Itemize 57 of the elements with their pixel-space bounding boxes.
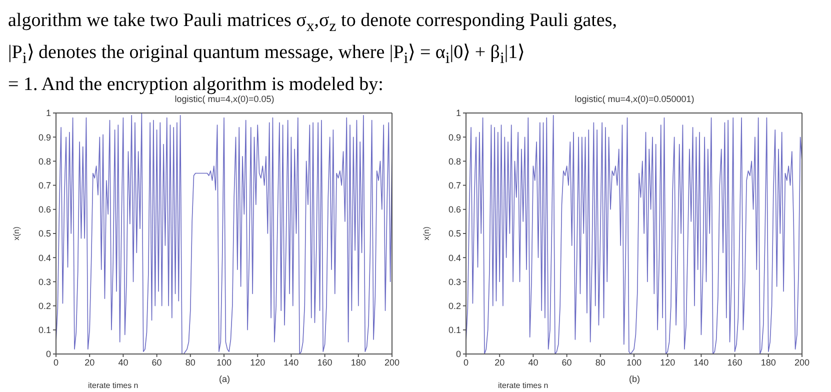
y-tick-label: 0.8 <box>38 156 51 166</box>
y-tick-label: 0.2 <box>38 300 51 311</box>
x-tick-label: 40 <box>528 357 538 368</box>
chart-title: logistic( mu=4,x(0)=0.05) <box>174 94 276 104</box>
y-tick-label: 1 <box>46 108 51 118</box>
x-tick-label: 60 <box>152 357 162 368</box>
x-tick-label: 20 <box>494 357 505 368</box>
line-series <box>56 113 392 354</box>
x-tick-label: 120 <box>660 357 676 368</box>
text: |P$_{i}$⟩ denotes the original quantum message, where |P$_{i}$⟩ = α$_{i}$|0⟩ + β$_{i}$|1⟩ <box>8 42 525 67</box>
y-tick-label: 0.6 <box>448 204 461 215</box>
x-tick-label: 20 <box>84 357 95 368</box>
chart-title: logistic( mu=4,x(0)=0.050001) <box>574 94 696 104</box>
x-tick-label: 0 <box>53 357 59 368</box>
text: algorithm we take two Pauli matrices σ$_{x}$,σ$_{z}$ to denote corresponding Pauli gates, <box>8 9 618 37</box>
y-axis-title: x(n) <box>12 226 21 240</box>
x-tick-label: 80 <box>595 357 606 368</box>
y-tick-label: 0.4 <box>38 252 51 263</box>
text: (a) <box>219 374 230 384</box>
y-tick-label: 1 <box>456 108 461 118</box>
y-tick-label: 0.9 <box>448 132 461 142</box>
y-tick-label: 0.5 <box>448 228 461 239</box>
y-tick-label: 0.1 <box>38 325 51 336</box>
x-tick-label: 120 <box>250 357 266 368</box>
x-tick-label: 100 <box>626 357 642 368</box>
x-tick-label: 140 <box>694 357 709 368</box>
x-tick-label: 160 <box>317 357 332 368</box>
x-tick-label: 180 <box>760 357 776 368</box>
y-tick-label: 0.2 <box>448 300 461 311</box>
y-tick-label: 0.1 <box>448 325 461 336</box>
y-tick-label: 0.7 <box>38 180 51 190</box>
x-tick-label: 200 <box>384 357 400 368</box>
text: (b) <box>629 374 640 384</box>
x-tick-label: 80 <box>185 357 196 368</box>
x-tick-label: 60 <box>562 357 572 368</box>
y-tick-label: 0.7 <box>448 180 461 190</box>
y-tick-label: 0.5 <box>38 228 51 239</box>
y-tick-label: 0.8 <box>448 156 461 166</box>
text: = 1. And the encryption algorithm is modeled by: <box>8 74 384 95</box>
x-tick-label: 100 <box>216 357 232 368</box>
y-axis-title: x(n) <box>422 226 431 240</box>
x-tick-label: 40 <box>118 357 128 368</box>
x-tick-label: 200 <box>794 357 810 368</box>
y-tick-label: 0 <box>46 349 51 360</box>
y-tick-label: 0.9 <box>38 132 51 142</box>
x-tick-label: 160 <box>727 357 742 368</box>
x-axis-title: iterate times n <box>498 381 548 390</box>
x-tick-label: 0 <box>463 357 469 368</box>
x-tick-label: 180 <box>350 357 366 368</box>
line-series <box>466 115 802 354</box>
y-tick-label: 0.6 <box>38 204 51 215</box>
y-tick-label: 0.4 <box>448 252 461 263</box>
x-tick-label: 140 <box>284 357 299 368</box>
y-tick-label: 0 <box>456 349 461 360</box>
y-tick-label: 0.3 <box>38 276 51 287</box>
x-axis-title: iterate times n <box>88 381 138 390</box>
y-tick-label: 0.3 <box>448 276 461 287</box>
